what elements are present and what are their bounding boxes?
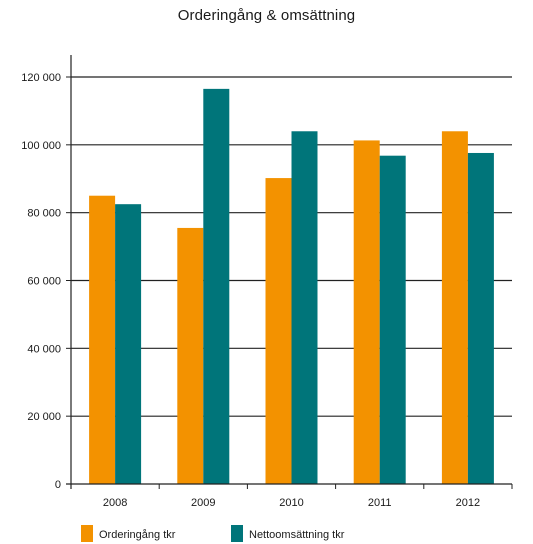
bar-orderingang-2008 — [89, 195, 116, 485]
y-tick-label: 80 000 — [27, 208, 61, 220]
bar-nettoomsattning-2008 — [115, 204, 142, 484]
y-tick-label: 60 000 — [27, 276, 61, 288]
y-tick-label: 120 000 — [21, 72, 61, 84]
legend-label: Nettoomsättning tkr — [249, 529, 345, 541]
bar-orderingang-2012 — [441, 131, 468, 484]
bar-nettoomsattning-2011 — [379, 155, 406, 485]
legend: Orderingång tkr Nettoomsättning tkr — [81, 525, 345, 542]
bar-nettoomsattning-2009 — [203, 88, 230, 484]
legend-label: Orderingång tkr — [99, 529, 176, 541]
x-tick-label: 2011 — [368, 497, 392, 509]
x-tick-label: 2012 — [456, 497, 480, 509]
bars — [89, 88, 494, 485]
bar-orderingang-2009 — [177, 227, 204, 484]
chart-title: Orderingång & omsättning — [177, 7, 356, 24]
axes: 0 20 000 40 000 60 000 80 000 100 000 120 000 2… — [21, 55, 513, 509]
legend-swatch — [231, 525, 243, 542]
x-tick-label: 2008 — [103, 497, 127, 509]
y-tick-label: 100 000 — [21, 140, 61, 152]
x-tick-label: 2009 — [191, 497, 215, 509]
bar-orderingang-2010 — [265, 178, 292, 485]
legend-swatch — [81, 525, 93, 542]
bar-orderingang-2011 — [353, 140, 380, 484]
x-tick-label: 2010 — [279, 497, 303, 509]
bar-nettoomsattning-2010 — [291, 131, 318, 484]
bar-nettoomsattning-2012 — [467, 152, 494, 484]
y-tick-label: 20 000 — [27, 411, 61, 423]
y-tick-label: 40 000 — [27, 343, 61, 355]
y-tick-label: 0 — [55, 479, 61, 491]
